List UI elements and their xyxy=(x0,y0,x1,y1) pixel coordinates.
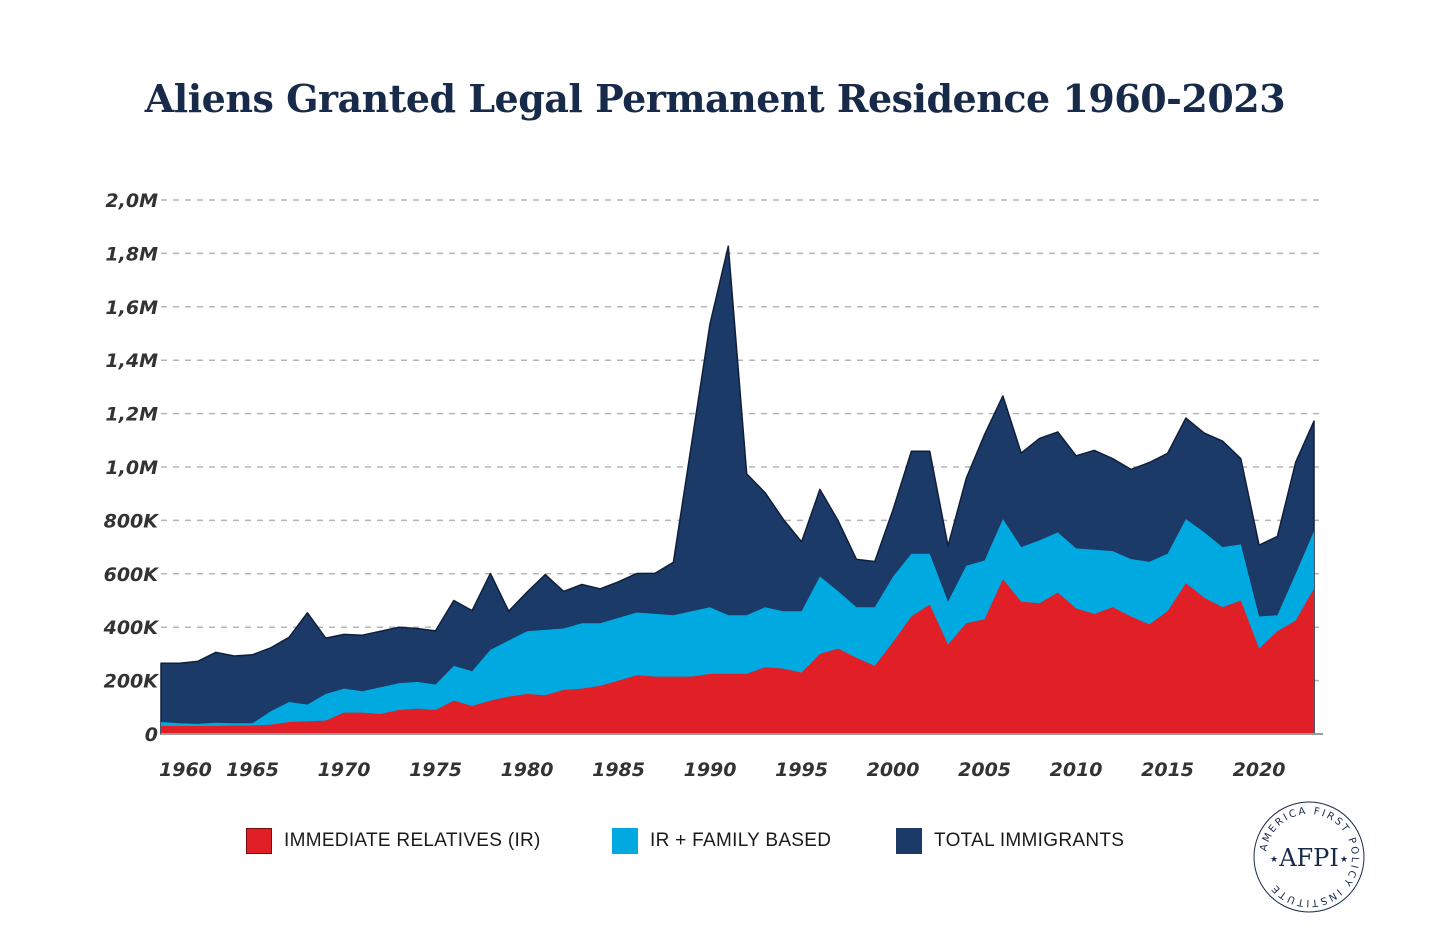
legend-item-total-immigrants: TOTAL IMMIGRANTS xyxy=(896,828,1124,854)
logo-initials: AFPI xyxy=(1278,844,1339,872)
y-tick-label: 2,0M xyxy=(105,190,158,212)
x-tick-label: 1995 xyxy=(775,759,828,781)
x-tick-label: 1975 xyxy=(409,759,462,781)
legend-label: TOTAL IMMIGRANTS xyxy=(934,830,1125,851)
legend-swatch-navy xyxy=(896,828,922,854)
y-tick-label: 1,6M xyxy=(105,297,158,319)
x-tick-label: 1985 xyxy=(592,759,645,781)
x-tick-label: 2015 xyxy=(1141,759,1194,781)
y-tick-label: 1,8M xyxy=(105,243,158,265)
y-tick-label: 0 xyxy=(145,724,158,746)
chart-title: Aliens Granted Legal Permanent Residence… xyxy=(144,76,1286,121)
x-tick-label: 2000 xyxy=(867,759,920,781)
legend-label: IR + FAMILY BASED xyxy=(650,830,832,851)
legend-item-immediate-relatives: IMMEDIATE RELATIVES (IR) xyxy=(246,828,541,854)
x-tick-label: 1960 xyxy=(159,759,212,781)
x-tick-label: 2010 xyxy=(1050,759,1103,781)
legend: IMMEDIATE RELATIVES (IR) IR + FAMILY BAS… xyxy=(0,828,1430,860)
logo-star-icon: ★ xyxy=(1270,855,1278,865)
x-tick-label: 1970 xyxy=(318,759,371,781)
y-tick-label: 1,0M xyxy=(105,457,158,479)
y-tick-label: 600K xyxy=(104,564,160,586)
area-immediate-relatives-ir xyxy=(161,579,1314,734)
x-tick-label: 1980 xyxy=(501,759,554,781)
legend-swatch-cyan xyxy=(612,828,638,854)
y-tick-label: 200K xyxy=(104,671,160,693)
y-tick-label: 1,2M xyxy=(105,404,158,426)
x-tick-label: 1965 xyxy=(226,759,279,781)
y-tick-label: 800K xyxy=(104,510,160,532)
x-tick-label: 1990 xyxy=(684,759,737,781)
x-tick-label: 2020 xyxy=(1233,759,1286,781)
y-tick-label: 1,4M xyxy=(105,350,158,372)
legend-swatch-red xyxy=(246,828,272,854)
y-tick-label: 400K xyxy=(103,617,160,639)
area-series xyxy=(160,245,1315,735)
afpi-logo: AMERICA FIRST POLICY INSTITUTE AFPI ★ ★ xyxy=(1253,801,1365,913)
legend-label: IMMEDIATE RELATIVES (IR) xyxy=(284,830,541,851)
logo-star-icon: ★ xyxy=(1340,855,1348,865)
legend-item-ir-family-based: IR + FAMILY BASED xyxy=(612,828,831,854)
axes: 0 200K 400K 600K 800K 1,0M 1,2M 1,4M 1,6M 1,8M 2,0… xyxy=(103,190,1323,781)
x-tick-label: 2005 xyxy=(958,759,1011,781)
